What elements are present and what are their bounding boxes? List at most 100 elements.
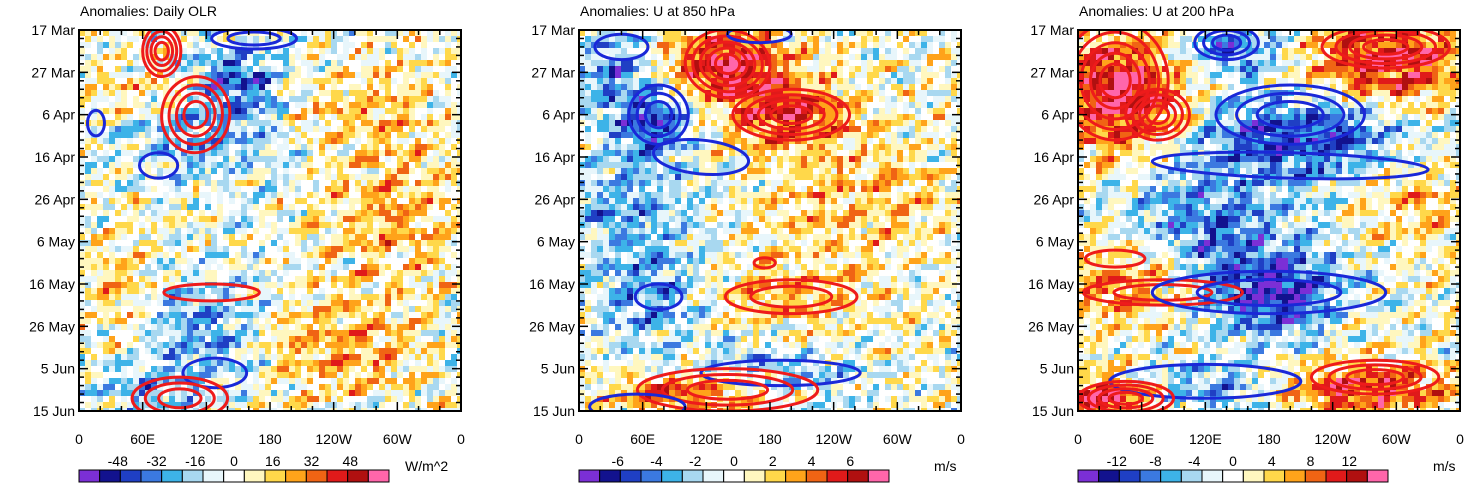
field-cell (313, 126, 320, 133)
field-cell (343, 192, 350, 199)
field-cell (271, 318, 278, 325)
field-cell (325, 384, 332, 391)
field-cell (121, 282, 128, 289)
field-cell (361, 234, 368, 241)
field-cell (265, 216, 272, 223)
field-cell (151, 54, 158, 61)
field-cell (247, 228, 254, 235)
field-cell (657, 36, 664, 43)
field-cell (331, 174, 338, 181)
field-cell (97, 336, 104, 343)
field-cell (109, 186, 116, 193)
field-cell (433, 192, 440, 199)
field-cell (325, 306, 332, 313)
field-cell (103, 216, 110, 223)
field-cell (675, 48, 682, 55)
field-cell (445, 366, 452, 373)
field-cell (909, 66, 916, 73)
field-cell (301, 180, 308, 187)
field-cell (439, 276, 446, 283)
field-cell (301, 384, 308, 391)
field-cell (193, 264, 200, 271)
field-cell (457, 102, 461, 109)
field-cell (217, 252, 224, 259)
field-cell (115, 180, 122, 187)
field-cell (331, 378, 338, 385)
field-cell (265, 378, 272, 385)
field-cell (319, 336, 326, 343)
field-cell (103, 390, 110, 397)
field-cell (301, 42, 308, 49)
field-cell (331, 126, 338, 133)
field-cell (283, 342, 290, 349)
field-cell (139, 372, 146, 379)
field-cell (403, 378, 410, 385)
field-cell (271, 390, 278, 397)
field-cell (597, 90, 604, 97)
field-cell (385, 276, 392, 283)
field-cell (271, 408, 278, 411)
field-cell (157, 132, 164, 139)
field-cell (403, 264, 410, 271)
field-cell (795, 84, 802, 91)
field-cell (855, 36, 862, 43)
field-cell (307, 96, 314, 103)
colorbar-label: 48 (342, 453, 358, 469)
field-cell (277, 228, 284, 235)
field-cell (451, 378, 458, 385)
field-cell (385, 144, 392, 151)
field-cell (427, 174, 434, 181)
field-cell (289, 342, 296, 349)
field-cell (421, 372, 428, 379)
field-cell (289, 66, 296, 73)
field-cell (349, 126, 356, 133)
field-cell (253, 222, 260, 229)
field-cell (91, 258, 98, 265)
field-cell (265, 294, 272, 301)
field-cell (199, 312, 206, 319)
field-cell (187, 354, 194, 361)
field-cell (253, 90, 260, 97)
field-cell (723, 54, 730, 61)
field-cell (301, 258, 308, 265)
field-cell (157, 354, 164, 361)
field-cell (145, 222, 152, 229)
field-cell (193, 378, 200, 385)
field-cell (307, 210, 314, 217)
field-cell (337, 264, 344, 271)
field-cell (289, 114, 296, 121)
field-cell (433, 216, 440, 223)
field-cell (199, 168, 206, 175)
field-cell (451, 270, 458, 277)
field-cell (687, 60, 694, 67)
field-cell (421, 306, 428, 313)
field-cell (151, 402, 158, 409)
field-cell (169, 300, 176, 307)
field-cell (289, 150, 296, 157)
field-cell (439, 42, 446, 49)
field-cell (379, 210, 386, 217)
field-cell (433, 348, 440, 355)
field-cell (187, 342, 194, 349)
field-cell (211, 348, 218, 355)
field-cell (457, 66, 461, 73)
field-cell (361, 228, 368, 235)
field-cell (265, 354, 272, 361)
field-cell (427, 264, 434, 271)
field-cell (259, 132, 266, 139)
field-cell (169, 282, 176, 289)
field-cell (91, 162, 98, 169)
field-cell (91, 126, 98, 133)
field-cell (355, 276, 362, 283)
field-cell (157, 252, 164, 259)
field-cell (627, 90, 634, 97)
field-cell (121, 138, 128, 145)
field-cell (289, 72, 296, 79)
field-cell (91, 384, 98, 391)
field-cell (271, 276, 278, 283)
field-cell (367, 366, 374, 373)
field-cell (319, 288, 326, 295)
field-cell (373, 66, 380, 73)
field-cell (397, 348, 404, 355)
